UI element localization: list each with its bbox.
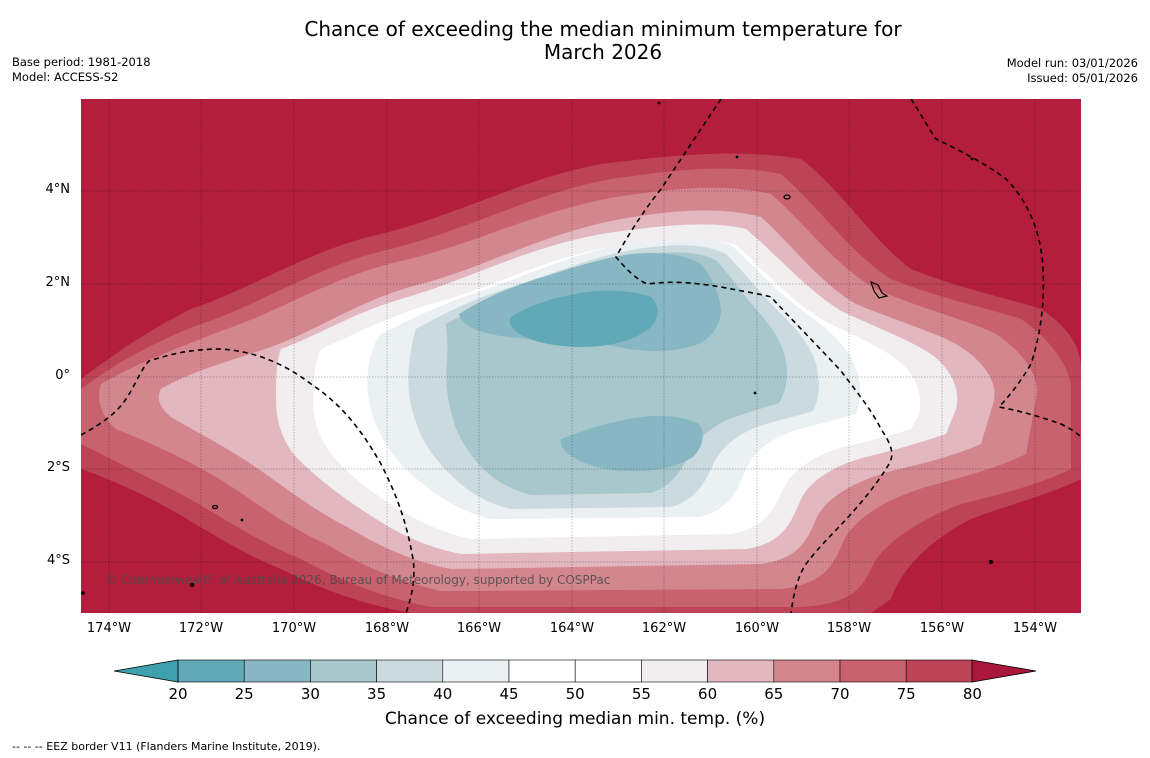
- colorbar-cell: [310, 659, 377, 683]
- colorbar-cell: [839, 659, 907, 683]
- lon-label-160w: 160°W: [734, 621, 780, 636]
- colorbar-cell: [574, 659, 642, 683]
- colorbar: [114, 659, 1037, 683]
- meta-right: Model run: 03/01/2026 Issued: 05/01/2026: [1007, 56, 1138, 86]
- colorbar-tick-label: 25: [234, 685, 254, 703]
- lon-label-172w: 172°W: [178, 621, 224, 636]
- colorbar-tick-label: 75: [896, 685, 916, 703]
- model-text: Model: ACCESS-S2: [12, 70, 119, 84]
- probability-map: [81, 99, 1081, 613]
- lon-label-170w: 170°W: [271, 621, 317, 636]
- colorbar-high-extend: [971, 659, 1037, 683]
- lat-label-2n: 2°N: [45, 275, 71, 290]
- colorbar-tick-label: 40: [433, 685, 453, 703]
- band-20: [509, 290, 658, 347]
- lon-label-156w: 156°W: [919, 621, 965, 636]
- copyright-watermark: © Commonwealth of Australia 2026, Bureau…: [105, 573, 611, 587]
- map-area[interactable]: [81, 99, 1081, 613]
- colorbar-tick-label: 65: [764, 685, 784, 703]
- lon-label-174w: 174°W: [86, 621, 132, 636]
- lon-label-166w: 166°W: [456, 621, 502, 636]
- islands: [81, 101, 994, 595]
- colorbar-tick-label: 20: [168, 685, 188, 703]
- eez-borders: [81, 99, 1081, 613]
- colorbar-cell: [243, 659, 311, 683]
- colorbar-tick-label: 60: [698, 685, 718, 703]
- colorbar-tick-label: 80: [962, 685, 982, 703]
- colorbar-cell: [376, 659, 444, 683]
- colorbar-tick-label: 35: [367, 685, 387, 703]
- lon-label-158w: 158°W: [826, 621, 872, 636]
- colorbar-tick-label: 45: [499, 685, 519, 703]
- band-25-south: [560, 415, 703, 471]
- lon-label-164w: 164°W: [549, 621, 595, 636]
- meta-left: Base period: 1981-2018 Model: ACCESS-S2: [12, 55, 151, 85]
- colorbar-cell: [177, 659, 245, 683]
- lon-label-162w: 162°W: [641, 621, 687, 636]
- map-title: Chance of exceeding the median minimum t…: [28, 18, 1150, 64]
- colorbar-cell: [641, 659, 708, 683]
- issued-text: Issued: 05/01/2026: [1027, 71, 1138, 85]
- colorbar-tick-label: 50: [565, 685, 585, 703]
- model-run-text: Model run: 03/01/2026: [1006, 56, 1138, 70]
- colorbar-cell: [508, 659, 576, 683]
- colorbar-tick-label: 55: [631, 685, 651, 703]
- colorbar-cell: [773, 659, 841, 683]
- colorbar-cell: [905, 659, 973, 683]
- eez-legend-footer: -- -- -- EEZ border V11 (Flanders Marine…: [12, 740, 321, 753]
- colorbar-tick-label: 70: [830, 685, 850, 703]
- lon-label-154w: 154°W: [1012, 621, 1058, 636]
- title-line-2: March 2026: [543, 40, 663, 64]
- base-period-text: Base period: 1981-2018: [12, 55, 151, 69]
- colorbar-cell: [442, 659, 510, 683]
- lat-label-4n: 4°N: [45, 182, 71, 197]
- lon-label-168w: 168°W: [364, 621, 410, 636]
- lat-label-2s: 2°S: [46, 460, 70, 475]
- colorbar-cell: [707, 659, 775, 683]
- colorbar-tick-label: 30: [300, 685, 320, 703]
- lat-label-4s: 4°S: [46, 553, 70, 568]
- title-line-1: Chance of exceeding the median minimum t…: [304, 17, 902, 41]
- colorbar-low-extend: [114, 659, 179, 683]
- colorbar-title: Chance of exceeding median min. temp. (%…: [384, 709, 766, 729]
- lat-label-0: 0°: [55, 368, 70, 383]
